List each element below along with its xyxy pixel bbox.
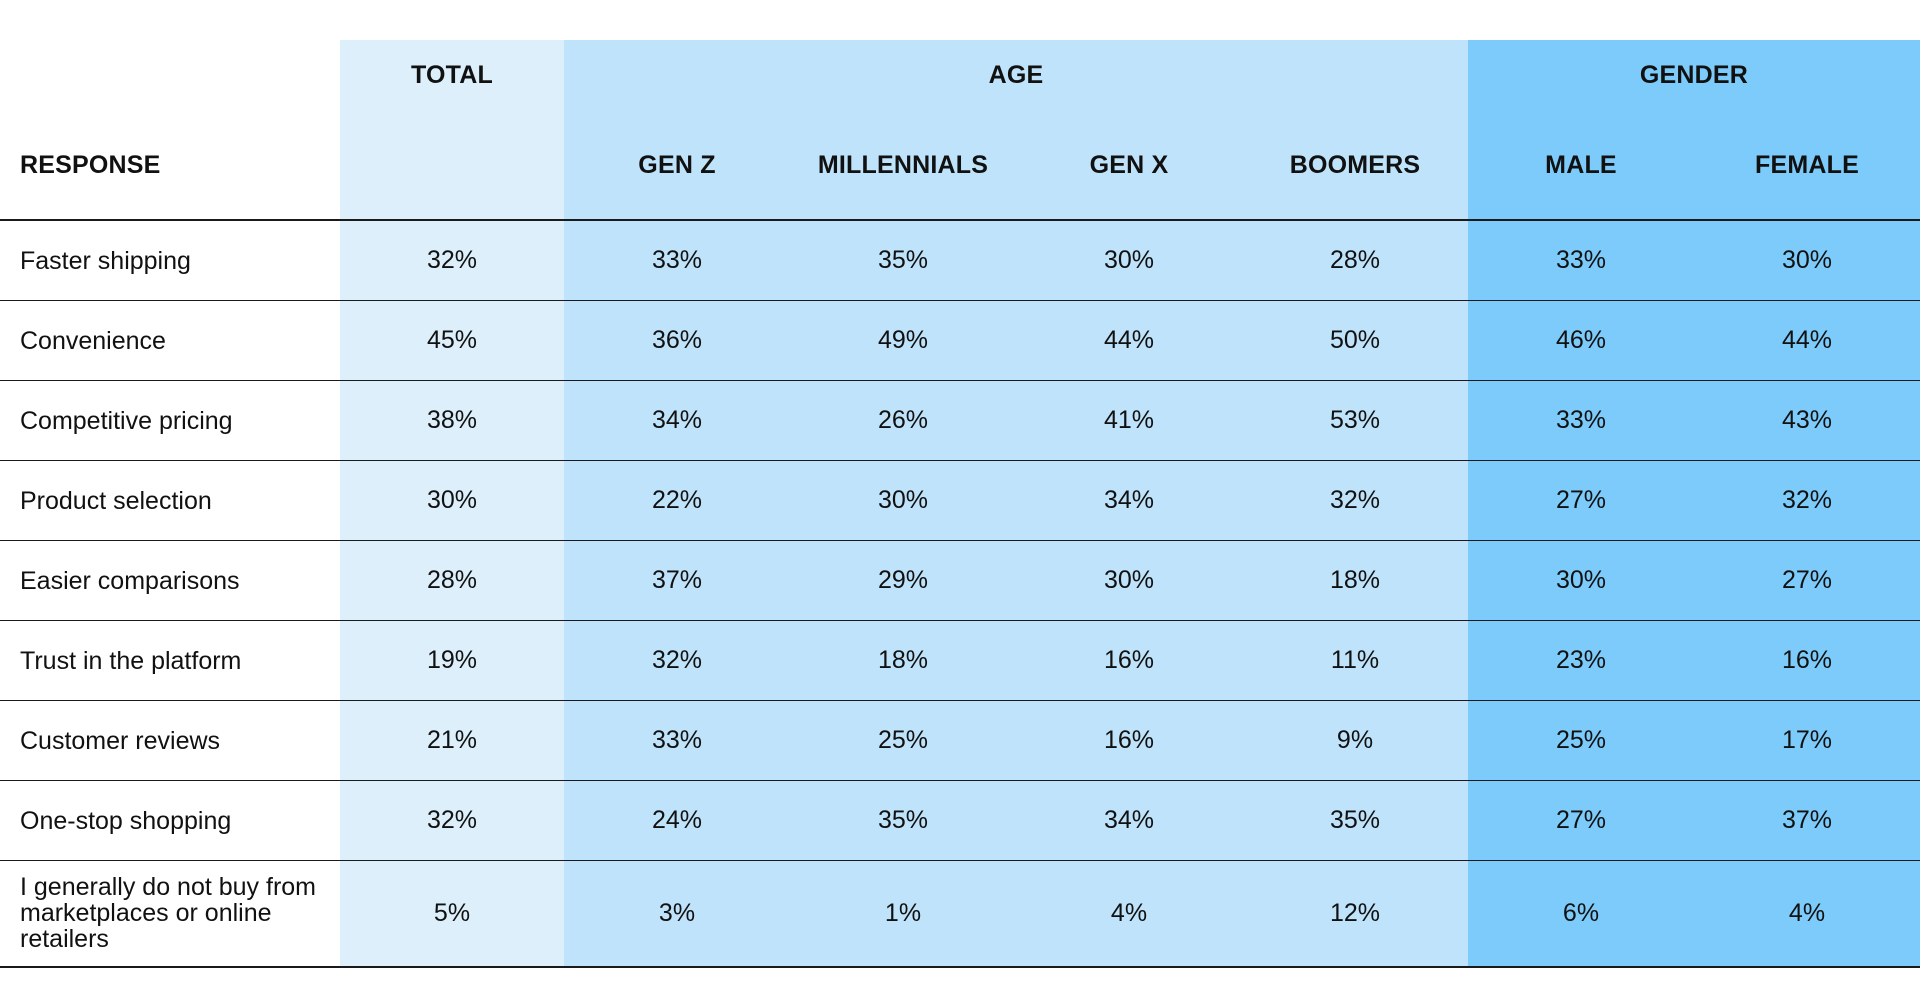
row-divider: [0, 300, 1920, 301]
row-divider: [0, 700, 1920, 701]
table-cell: 4%: [1788, 898, 1826, 927]
table-cell: 32%: [426, 246, 478, 274]
table-cell: 33%: [1555, 246, 1607, 274]
row-label: Trust in the platform: [20, 646, 242, 675]
group-header-0: TOTAL: [410, 61, 493, 89]
row-divider: [0, 860, 1920, 861]
table-cell: 30%: [1555, 566, 1607, 594]
table-cell: 19%: [426, 646, 478, 674]
row-label: One-stop shopping: [20, 806, 232, 835]
table-cell: 38%: [426, 406, 478, 434]
row-label: Easier comparisons: [20, 566, 240, 595]
table-cell: 34%: [1103, 806, 1155, 834]
table-cell: 35%: [877, 246, 929, 274]
header-rule: [0, 219, 1920, 221]
table-cell: 45%: [426, 326, 478, 354]
table-cell: 18%: [1329, 566, 1381, 594]
table-cell: 30%: [1103, 246, 1155, 274]
table-cell: 12%: [1329, 898, 1381, 927]
table-cell: 35%: [1329, 806, 1381, 834]
row-divider: [0, 460, 1920, 461]
row-label: Product selection: [20, 486, 212, 515]
row-divider: [0, 380, 1920, 381]
row-label: Faster shipping: [20, 246, 191, 275]
table-cell: 33%: [1555, 406, 1607, 434]
column-header-millennials: MILLENNIALS: [817, 151, 989, 179]
table-cell: 23%: [1555, 646, 1607, 674]
column-header-boomers: BOOMERS: [1289, 151, 1421, 179]
table-cell: 16%: [1103, 646, 1155, 674]
table-cell: 29%: [877, 566, 929, 594]
row-label: Convenience: [20, 326, 166, 355]
gender-columns-band: [1468, 40, 1920, 968]
column-header-male: MALE: [1545, 151, 1617, 179]
table-cell: 46%: [1555, 326, 1607, 354]
table-cell: 34%: [1103, 486, 1155, 514]
column-header-gen-x: GEN X: [1089, 151, 1169, 179]
table-cell: 41%: [1103, 406, 1155, 434]
table-cell: 28%: [426, 566, 478, 594]
table-cell: 37%: [651, 566, 703, 594]
table-cell: 1%: [884, 898, 922, 927]
table-cell: 37%: [1781, 806, 1833, 834]
table-cell: 16%: [1781, 646, 1833, 674]
group-header-1: AGE: [988, 61, 1044, 89]
table-cell: 24%: [651, 806, 703, 834]
table-cell: 36%: [651, 326, 703, 354]
table-cell: 26%: [877, 406, 929, 434]
table-cell: 9%: [1336, 726, 1374, 754]
total-column-band: [340, 40, 564, 968]
table-cell: 30%: [426, 486, 478, 514]
table-cell: 44%: [1103, 326, 1155, 354]
table-cell: 32%: [651, 646, 703, 674]
table-cell: 53%: [1329, 406, 1381, 434]
table-cell: 50%: [1329, 326, 1381, 354]
column-header-female: FEMALE: [1755, 151, 1859, 179]
table-cell: 17%: [1781, 726, 1833, 754]
table-cell: 43%: [1781, 406, 1833, 434]
table-cell: 16%: [1103, 726, 1155, 754]
table-cell: 25%: [877, 726, 929, 754]
age-columns-band: [564, 40, 1468, 968]
table-cell: 27%: [1555, 486, 1607, 514]
table-cell: 25%: [1555, 726, 1607, 754]
row-label: Competitive pricing: [20, 406, 233, 435]
table-cell: 28%: [1329, 246, 1381, 274]
table-cell: 22%: [651, 486, 703, 514]
response-column-header: RESPONSE: [20, 151, 161, 179]
table-cell: 32%: [426, 806, 478, 834]
table-cell: 34%: [651, 406, 703, 434]
table-cell: 32%: [1329, 486, 1381, 514]
table-cell: 27%: [1555, 806, 1607, 834]
table-cell: 33%: [651, 726, 703, 754]
table-cell: 32%: [1781, 486, 1833, 514]
table-cell: 30%: [877, 486, 929, 514]
row-divider: [0, 780, 1920, 781]
table-cell: 33%: [651, 246, 703, 274]
row-divider: [0, 620, 1920, 621]
table-cell: 18%: [877, 646, 929, 674]
column-header-gen-z: GEN Z: [638, 151, 716, 179]
table-cell: 21%: [426, 726, 478, 754]
bottom-rule: [0, 966, 1920, 968]
table-cell: 44%: [1781, 326, 1833, 354]
table-cell: 49%: [877, 326, 929, 354]
table-cell: 6%: [1562, 898, 1600, 927]
table-cell: 11%: [1330, 646, 1380, 674]
row-label: Customer reviews: [20, 726, 221, 755]
table-cell: 4%: [1110, 898, 1148, 927]
table-cell: 30%: [1781, 246, 1833, 274]
group-header-2: GENDER: [1639, 61, 1749, 89]
table-cell: 5%: [433, 898, 471, 927]
table-cell: 3%: [658, 898, 696, 927]
table-cell: 35%: [877, 806, 929, 834]
table-cell: 30%: [1103, 566, 1155, 594]
row-label: I generally do not buy from marketplaces…: [20, 873, 316, 953]
row-divider: [0, 540, 1920, 541]
table-cell: 27%: [1781, 566, 1833, 594]
